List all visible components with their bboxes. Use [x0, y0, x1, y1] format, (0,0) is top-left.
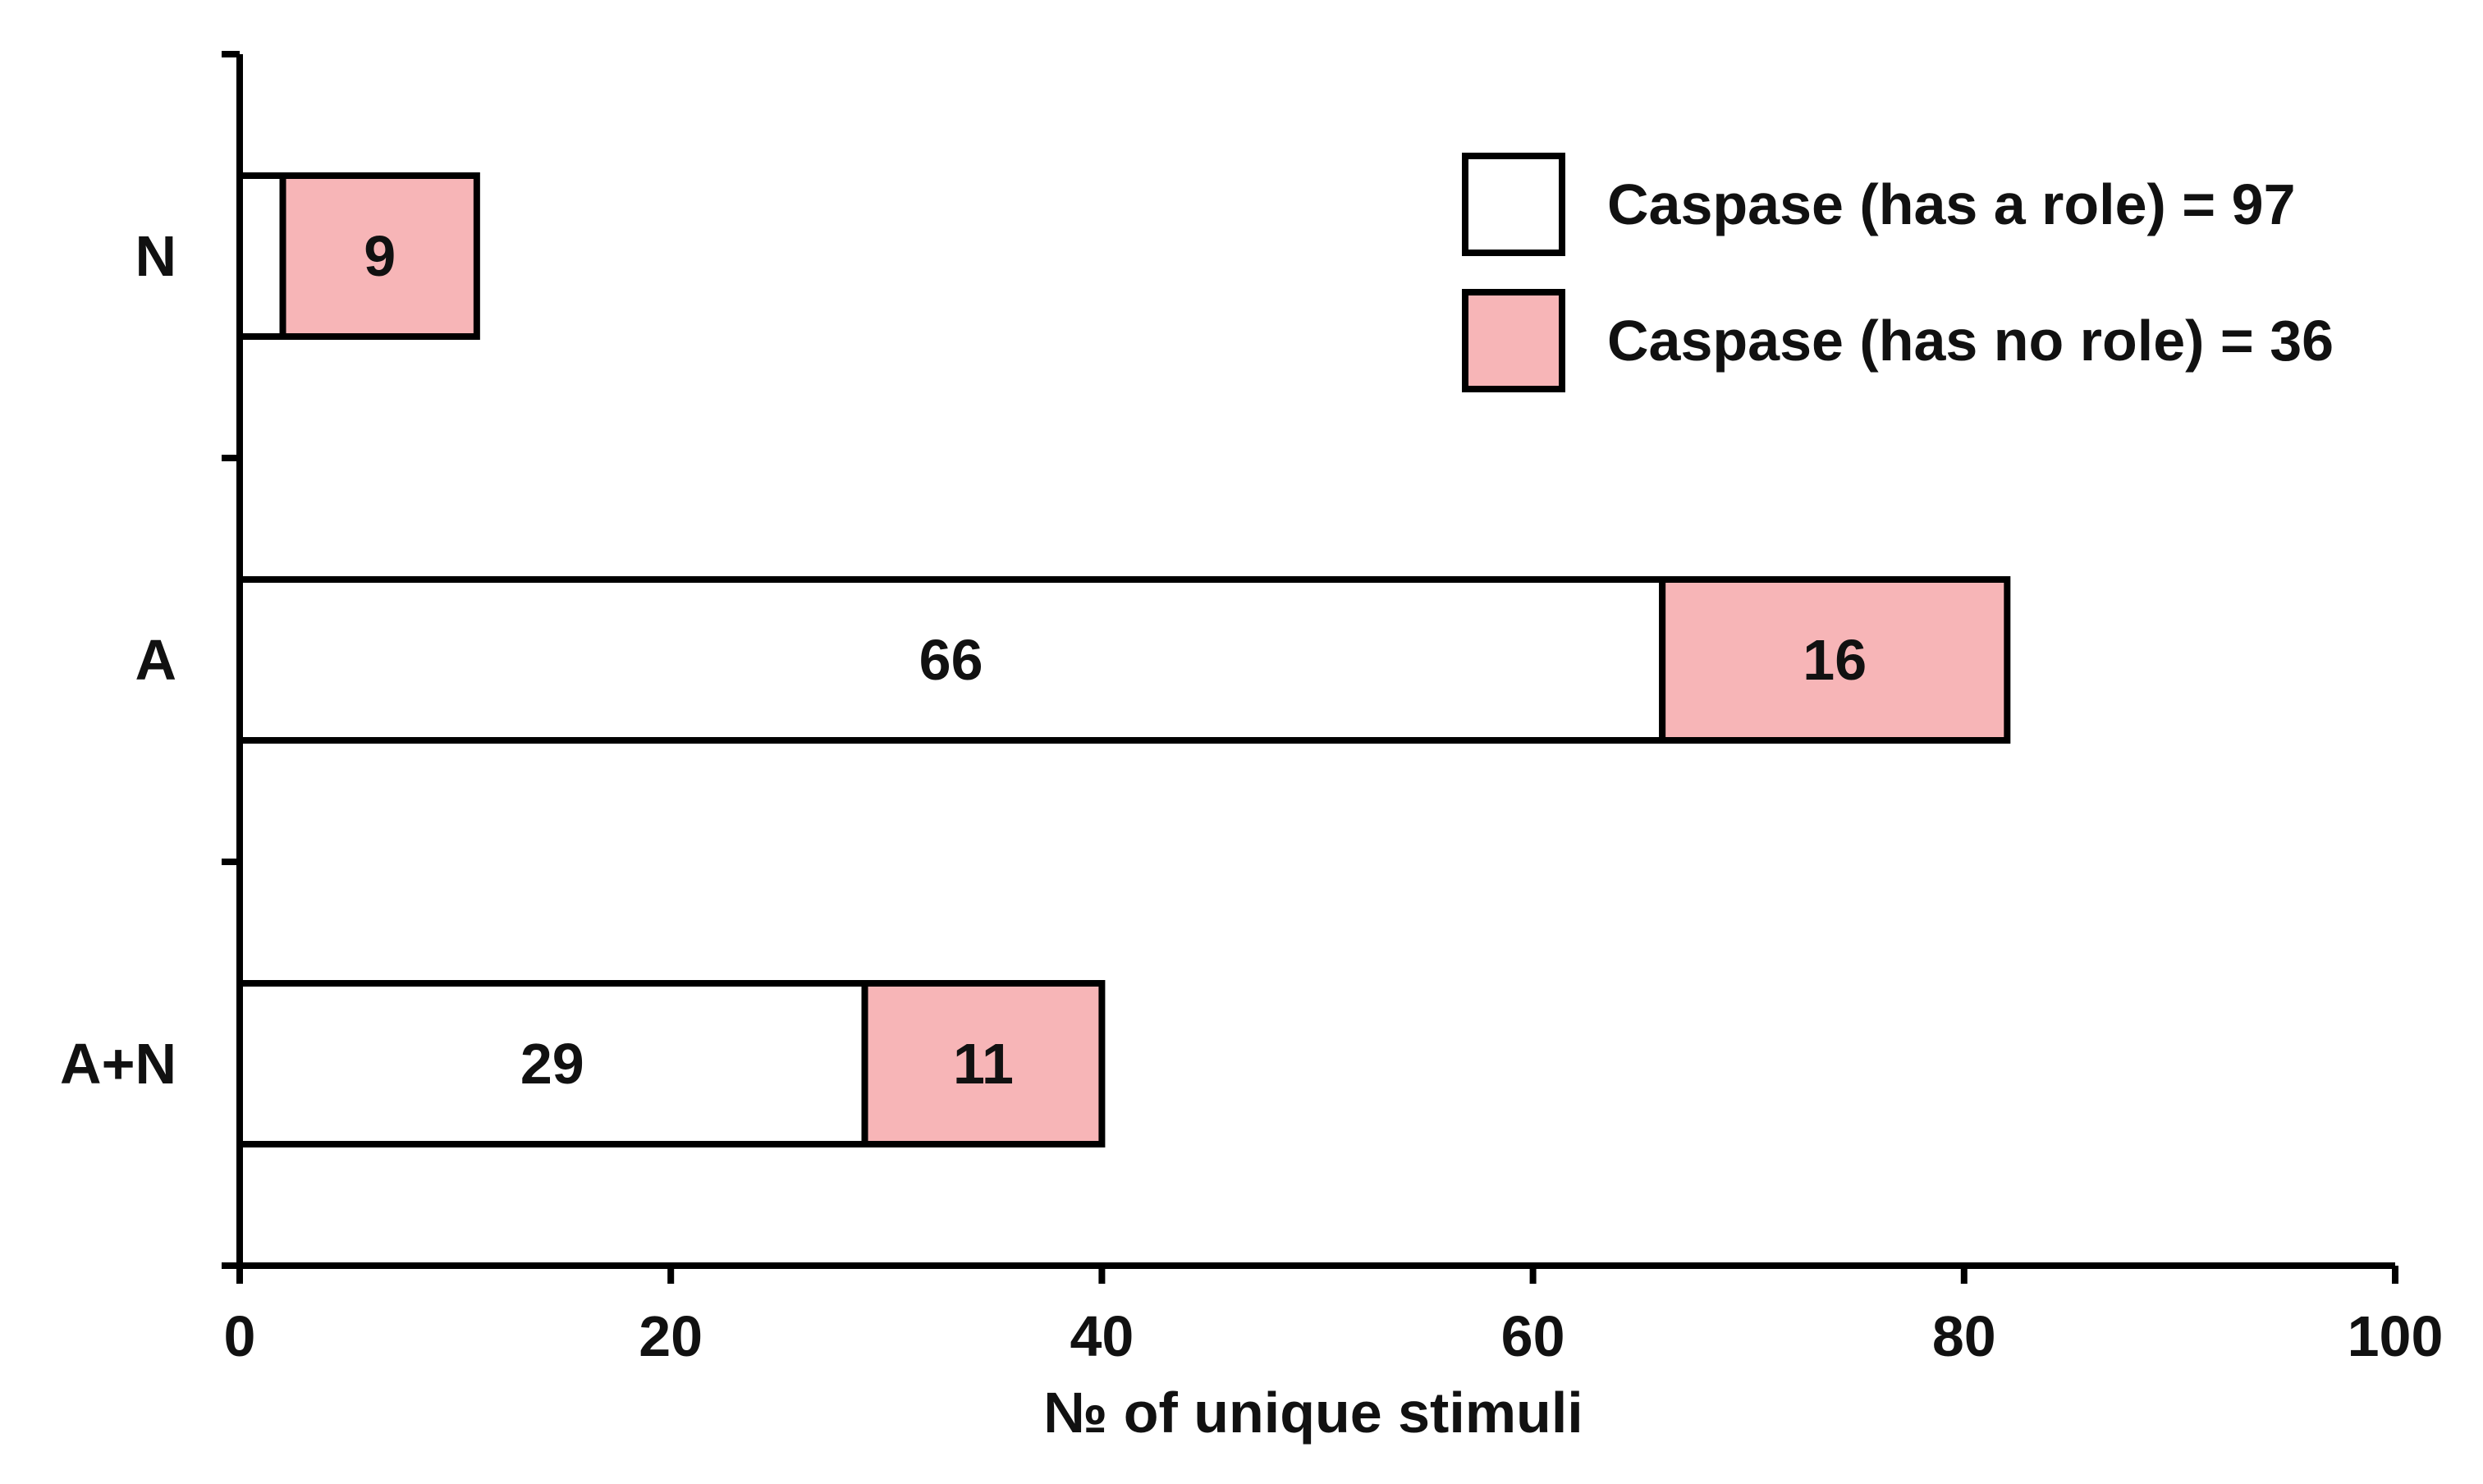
x-tick-label: 60 — [1501, 1304, 1565, 1368]
y-tick-label: A+N — [60, 1032, 176, 1096]
bar-n-series-1 — [236, 172, 286, 340]
y-tick-label: N — [135, 224, 176, 288]
legend-label-1: Caspase (has a role) = 97 — [1607, 172, 2296, 236]
bar-n-series-2 — [279, 172, 480, 340]
data-label: 11 — [953, 1032, 1014, 1096]
x-tick-label: 20 — [639, 1304, 703, 1368]
data-label: 16 — [1803, 628, 1867, 692]
legend-swatch-2 — [1462, 289, 1565, 392]
data-label: 66 — [919, 628, 983, 692]
data-label: 9 — [364, 224, 396, 288]
legend-swatch-1 — [1462, 153, 1565, 256]
bar-a-series-2 — [1659, 576, 2011, 744]
bar-a-n-series-1 — [236, 980, 868, 1147]
data-label: 29 — [520, 1032, 584, 1096]
labels-layer: 9 N 66 16 A 29 11 A+N 0 20 40 60 80 100 — [60, 224, 2443, 1368]
legend: Caspase (has a role) = 97 Caspase (has no… — [1462, 153, 2334, 392]
x-tick-label: 100 — [2348, 1304, 2444, 1368]
x-axis-title: № of unique stimuli — [1043, 1381, 1583, 1445]
x-tick-label: 40 — [1070, 1304, 1134, 1368]
bar-a-series-1 — [236, 576, 1666, 744]
bar-a-n-series-2 — [861, 980, 1106, 1147]
x-tick-label: 80 — [1932, 1304, 1996, 1368]
bars-layer — [236, 172, 2011, 1147]
legend-label-2: Caspase (has no role) = 36 — [1607, 309, 2334, 373]
x-tick-label: 0 — [224, 1304, 256, 1368]
y-tick-label: A — [135, 628, 176, 692]
axes-layer — [222, 51, 2398, 1284]
